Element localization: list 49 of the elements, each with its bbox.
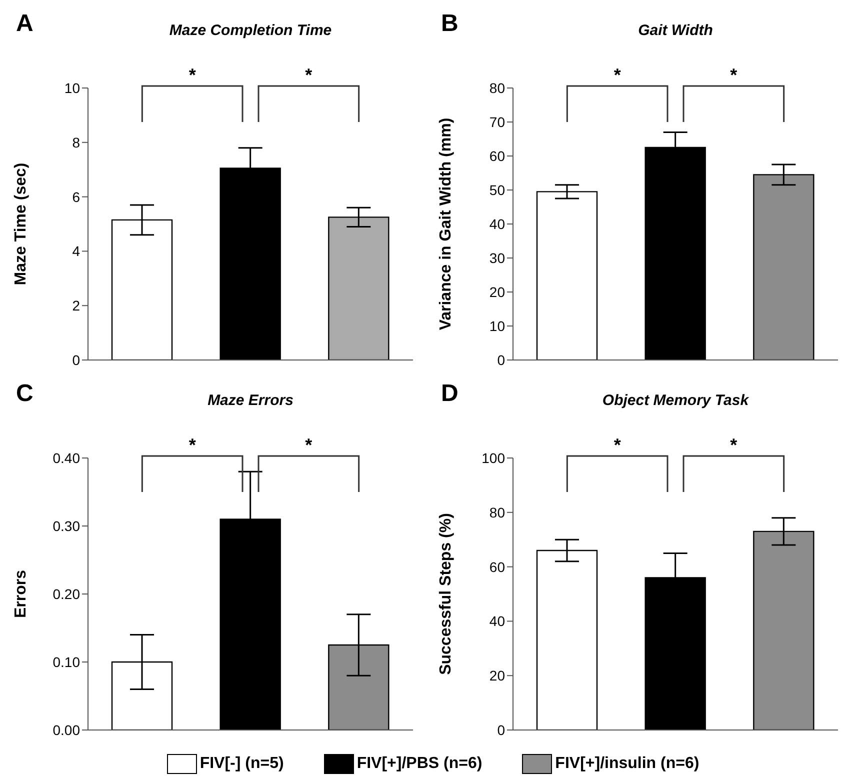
y-tick-label: 2 bbox=[72, 298, 80, 314]
y-tick-label: 0.00 bbox=[52, 722, 80, 738]
y-tick-label: 0.30 bbox=[52, 518, 80, 534]
y-tick-label: 0 bbox=[497, 722, 506, 738]
legend-label: FIV[+]/insulin (n=6) bbox=[554, 754, 700, 774]
chart-title: Object Memory Task bbox=[601, 392, 750, 409]
y-tick-label: 8 bbox=[72, 134, 80, 150]
y-tick-label: 0 bbox=[72, 352, 80, 368]
chart-title: Maze Completion Time bbox=[168, 22, 333, 39]
chart-title: Gait Width bbox=[637, 22, 714, 39]
text: * bbox=[730, 65, 738, 85]
y-tick-label: 70 bbox=[489, 114, 506, 130]
text: C bbox=[16, 380, 34, 408]
y-tick-label: 100 bbox=[482, 450, 506, 466]
text: * bbox=[614, 65, 621, 85]
y-tick-label: 20 bbox=[489, 668, 506, 684]
y-tick-label: 60 bbox=[489, 558, 506, 575]
y-axis-title: Maze Time (sec) bbox=[12, 162, 30, 286]
text: D bbox=[441, 380, 458, 408]
y-tick-label: 60 bbox=[489, 148, 506, 164]
y-tick-label: 80 bbox=[489, 80, 506, 96]
text: * bbox=[188, 65, 196, 85]
y-tick-label: 0.10 bbox=[52, 654, 80, 670]
y-tick-label: 10 bbox=[489, 318, 506, 334]
text: * bbox=[614, 435, 621, 455]
legend-label: FIV[+]/PBS (n=6) bbox=[356, 754, 482, 774]
text: * bbox=[305, 435, 312, 455]
y-tick-label: 30 bbox=[489, 250, 506, 266]
y-tick-label: 0.20 bbox=[52, 586, 80, 602]
y-tick-label: 50 bbox=[489, 182, 506, 198]
y-tick-label: 40 bbox=[489, 613, 506, 630]
y-tick-label: 20 bbox=[489, 284, 506, 300]
y-tick-label: 0.40 bbox=[52, 450, 80, 466]
text: A bbox=[16, 10, 34, 38]
y-tick-label: 10 bbox=[64, 80, 80, 96]
text: B bbox=[441, 10, 458, 38]
y-tick-label: 80 bbox=[489, 504, 506, 520]
text: * bbox=[188, 435, 196, 455]
y-axis-title: Successful Steps (%) bbox=[438, 513, 455, 675]
y-axis-title: Variance in Gait Width (mm) bbox=[438, 118, 455, 330]
y-tick-label: 6 bbox=[72, 188, 80, 205]
text: * bbox=[730, 435, 738, 455]
text: * bbox=[305, 65, 312, 85]
y-tick-label: 40 bbox=[489, 216, 506, 232]
y-tick-label: 4 bbox=[72, 243, 80, 260]
y-axis-title: Errors bbox=[12, 570, 30, 618]
y-tick-label: 0 bbox=[497, 352, 506, 368]
legend-label: FIV[-] (n=5) bbox=[198, 754, 284, 774]
chart-title: Maze Errors bbox=[206, 392, 294, 409]
